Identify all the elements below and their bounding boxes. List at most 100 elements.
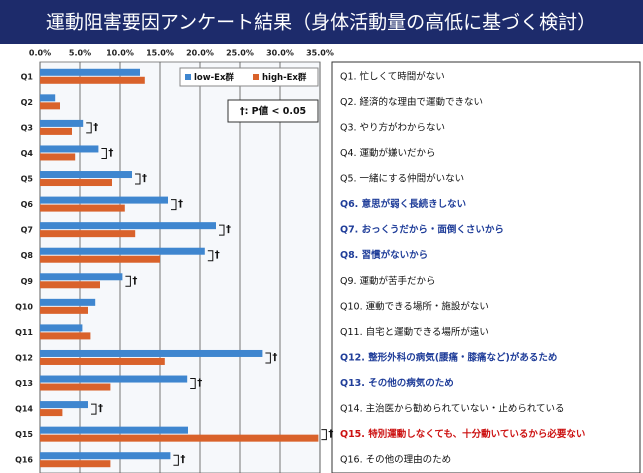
- significance-mark: †: [180, 454, 185, 465]
- significance-mark: †: [328, 429, 333, 440]
- bar: [40, 281, 100, 289]
- bar: [40, 153, 76, 161]
- significance-mark: †: [98, 403, 103, 414]
- bar: [40, 383, 111, 391]
- significance-mark: †: [132, 275, 137, 286]
- question-label: Q6. 意思が弱く長続きしない: [340, 198, 466, 210]
- bar: [40, 273, 123, 281]
- x-tick-label: 10.0%: [106, 49, 134, 58]
- y-tick-label: Q1: [21, 72, 34, 81]
- x-tick-label: 35.0%: [306, 49, 334, 58]
- x-tick-label: 30.0%: [266, 49, 294, 58]
- question-label: Q4. 運動が嫌いだから: [340, 147, 436, 159]
- significance-mark: †: [178, 199, 183, 210]
- question-label: Q12. 整形外科の病気(腰痛・膝痛など)があるため: [340, 351, 557, 363]
- question-label: Q14. 主治医から勧められていない・止められている: [340, 403, 565, 415]
- significance-bracket: [135, 173, 141, 185]
- chart-title: 運動阻害要因アンケート結果（身体活動量の高低に基づく検討）: [46, 12, 596, 34]
- y-tick-label: Q7: [21, 226, 33, 235]
- bar: [40, 306, 88, 314]
- question-label: Q13. その他の病気のため: [340, 377, 454, 389]
- y-tick-label: Q9: [21, 277, 34, 286]
- significance-mark: †: [215, 250, 220, 261]
- bar: [40, 349, 263, 357]
- y-tick-label: Q4: [21, 149, 34, 158]
- significance-mark: †: [142, 173, 147, 184]
- question-label: Q7. おっくうだから・面倒くさいから: [340, 224, 504, 236]
- y-tick-label: Q14: [15, 405, 33, 414]
- x-tick-label: 25.0%: [226, 49, 254, 58]
- legend-swatch: [185, 74, 191, 80]
- x-tick-label: 5.0%: [69, 49, 91, 58]
- y-tick-label: Q12: [15, 353, 33, 362]
- bar: [40, 145, 99, 153]
- bar: [40, 196, 168, 204]
- bar: [40, 179, 112, 187]
- question-label: Q16. その他の理由のため: [340, 454, 451, 466]
- bar: [40, 222, 216, 230]
- bar: [40, 255, 160, 263]
- significance-bracket: [265, 352, 271, 364]
- bar: [40, 230, 136, 238]
- significance-mark: †: [272, 352, 277, 363]
- bar: [40, 204, 125, 212]
- bar: [40, 76, 145, 84]
- legend-label: high-Ex群: [262, 72, 307, 83]
- bar: [40, 298, 96, 306]
- question-label: Q2. 経済的な理由で運動できない: [340, 96, 483, 108]
- bar: [40, 102, 60, 110]
- legend-swatch: [253, 74, 259, 80]
- bar: [40, 68, 140, 76]
- bar: [40, 452, 171, 460]
- question-panel: [331, 61, 641, 473]
- significance-bracket: [171, 199, 177, 211]
- legend-label: low-Ex群: [194, 72, 234, 83]
- significance-mark: †: [226, 224, 231, 235]
- significance-bracket: [173, 454, 179, 466]
- significance-mark: †: [197, 378, 202, 389]
- significance-bracket: [86, 122, 92, 134]
- bar: [40, 94, 56, 102]
- bar: [40, 357, 165, 365]
- bar: [40, 127, 72, 135]
- bar: [40, 332, 91, 340]
- bar: [40, 434, 319, 442]
- y-tick-label: Q10: [15, 302, 33, 311]
- y-tick-label: Q13: [15, 379, 33, 388]
- x-tick-label: 0.0%: [29, 49, 51, 58]
- y-tick-label: Q2: [21, 98, 33, 107]
- significance-bracket: [125, 275, 131, 287]
- significance-bracket: [101, 147, 107, 159]
- y-tick-label: Q3: [21, 123, 33, 132]
- legend-box: [179, 67, 319, 87]
- significance-mark: †: [108, 147, 113, 158]
- bar: [40, 375, 188, 383]
- bar: [40, 324, 83, 332]
- y-tick-label: Q15: [15, 430, 33, 439]
- annotation: †: P値 < 0.05: [240, 105, 306, 117]
- x-tick-label: 15.0%: [146, 49, 174, 58]
- bar: [40, 426, 188, 434]
- y-tick-label: Q8: [21, 251, 34, 260]
- bar: [40, 460, 111, 468]
- annotation-box: [227, 99, 319, 123]
- question-label: Q11. 自宅と運動できる場所が遠い: [340, 326, 489, 338]
- question-label: Q5. 一緒にする仲間がいない: [340, 173, 464, 185]
- significance-bracket: [91, 403, 97, 415]
- y-tick-label: Q16: [15, 456, 33, 465]
- x-tick-label: 20.0%: [186, 49, 214, 58]
- question-label: Q3. やり方がわからない: [340, 121, 445, 133]
- question-label: Q1. 忙しくて時間がない: [340, 70, 445, 82]
- question-label: Q10. 運動できる場所・施設がない: [340, 300, 489, 312]
- bar: [40, 171, 132, 179]
- bar: [40, 119, 84, 127]
- bar: [40, 409, 63, 417]
- y-tick-label: Q6: [21, 200, 34, 209]
- significance-bracket: [321, 429, 327, 441]
- title-bar: [0, 0, 643, 44]
- significance-bracket: [207, 250, 214, 262]
- bar: [40, 401, 88, 409]
- bar: [40, 247, 205, 255]
- significance-bracket: [219, 224, 225, 236]
